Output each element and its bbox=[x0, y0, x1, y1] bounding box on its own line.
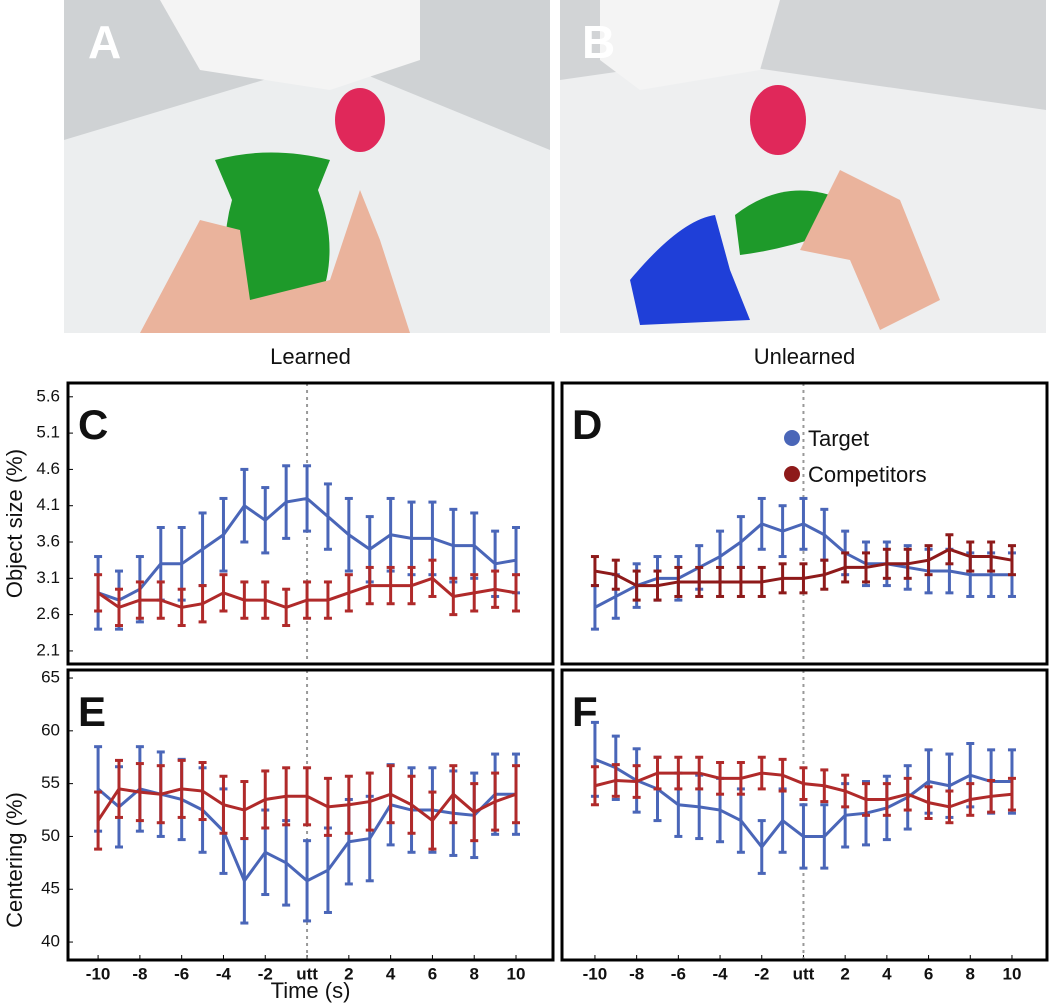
legend-swatch bbox=[784, 430, 800, 446]
series-line bbox=[594, 757, 1012, 850]
series-line bbox=[594, 522, 1012, 609]
photo-label: B bbox=[582, 16, 615, 68]
x-tick-label: 2 bbox=[840, 964, 849, 983]
series-line bbox=[97, 576, 517, 610]
y-tick-label: 4.6 bbox=[36, 459, 60, 478]
y-tick-label: 60 bbox=[41, 720, 60, 739]
x-tick-label: -2 bbox=[754, 964, 769, 983]
column-title: Learned bbox=[270, 344, 351, 369]
chart-panel: Learned Object size (%) 2.1 2.6 3.1 3.6 4.1 4.6… bbox=[2, 344, 555, 666]
y-tick-label: 65 bbox=[41, 668, 60, 687]
series-line bbox=[594, 547, 1013, 588]
y-tick-label: 3.1 bbox=[36, 568, 60, 587]
plot-frame bbox=[560, 668, 1049, 962]
x-tick-label: 4 bbox=[882, 964, 892, 983]
series-line bbox=[96, 787, 517, 823]
panel-label: C bbox=[78, 401, 108, 448]
column-title: Unlearned bbox=[754, 344, 856, 369]
x-tick-label: -2 bbox=[258, 964, 273, 983]
y-tick-label: 3.6 bbox=[36, 531, 60, 550]
legend-swatch bbox=[784, 466, 800, 482]
plot-frame bbox=[560, 381, 1049, 666]
photo-a: A bbox=[64, 0, 550, 333]
y-tick-label: 40 bbox=[41, 932, 60, 951]
y-tick-label: 2.6 bbox=[36, 604, 60, 623]
y-axis-label: Centering (%) bbox=[2, 792, 27, 928]
x-tick-label: 10 bbox=[507, 964, 526, 983]
x-tick-label: utt bbox=[793, 964, 815, 983]
series-line bbox=[594, 771, 1013, 809]
series-line bbox=[97, 496, 517, 602]
x-tick-label: -4 bbox=[216, 964, 232, 983]
x-tick-label: 2 bbox=[344, 964, 353, 983]
photo-b: B bbox=[560, 0, 1046, 333]
y-axis-label: Object size (%) bbox=[2, 449, 27, 598]
legend-label: Competitors bbox=[808, 462, 927, 487]
x-tick-label: -10 bbox=[86, 964, 111, 983]
y-tick-label: 55 bbox=[41, 773, 60, 792]
x-tick-label: -6 bbox=[671, 964, 686, 983]
x-tick-label: 6 bbox=[428, 964, 437, 983]
chart-panel: Unlearned Target Competitors D bbox=[560, 344, 1049, 666]
y-tick-label: 45 bbox=[41, 879, 60, 898]
y-tick-label: 5.6 bbox=[36, 386, 60, 405]
y-tick-label: 50 bbox=[41, 826, 60, 845]
x-tick-label: 10 bbox=[1003, 964, 1022, 983]
x-tick-label: 6 bbox=[924, 964, 933, 983]
y-tick-label: 2.1 bbox=[36, 640, 60, 659]
photo-label: A bbox=[88, 16, 121, 68]
x-tick-label: 8 bbox=[966, 964, 975, 983]
x-tick-label: 8 bbox=[469, 964, 478, 983]
series-line bbox=[97, 787, 517, 884]
panel-label: D bbox=[572, 401, 602, 448]
x-tick-label: utt bbox=[296, 964, 318, 983]
x-tick-label: -4 bbox=[712, 964, 728, 983]
x-tick-label: -10 bbox=[583, 964, 608, 983]
x-tick-label: -8 bbox=[132, 964, 147, 983]
chart-panel: Centering (%) Time (s) 40 45 50 55 60 65 -10 -8 -6… bbox=[2, 668, 555, 1003]
panel-label: E bbox=[78, 688, 106, 735]
x-axis-label: Time (s) bbox=[271, 978, 351, 1003]
x-tick-label: -6 bbox=[174, 964, 189, 983]
panel-label: F bbox=[572, 688, 598, 735]
plot-frame bbox=[66, 668, 555, 962]
chart-panel: -10 -8 -6 -4 -2 utt 2 4 6 8 10 F bbox=[560, 668, 1049, 983]
plot-frame bbox=[66, 381, 555, 666]
legend-label: Target bbox=[808, 426, 869, 451]
y-tick-label: 5.1 bbox=[36, 423, 60, 442]
x-tick-label: 4 bbox=[386, 964, 396, 983]
x-tick-label: -8 bbox=[629, 964, 644, 983]
y-tick-label: 4.1 bbox=[36, 495, 60, 514]
